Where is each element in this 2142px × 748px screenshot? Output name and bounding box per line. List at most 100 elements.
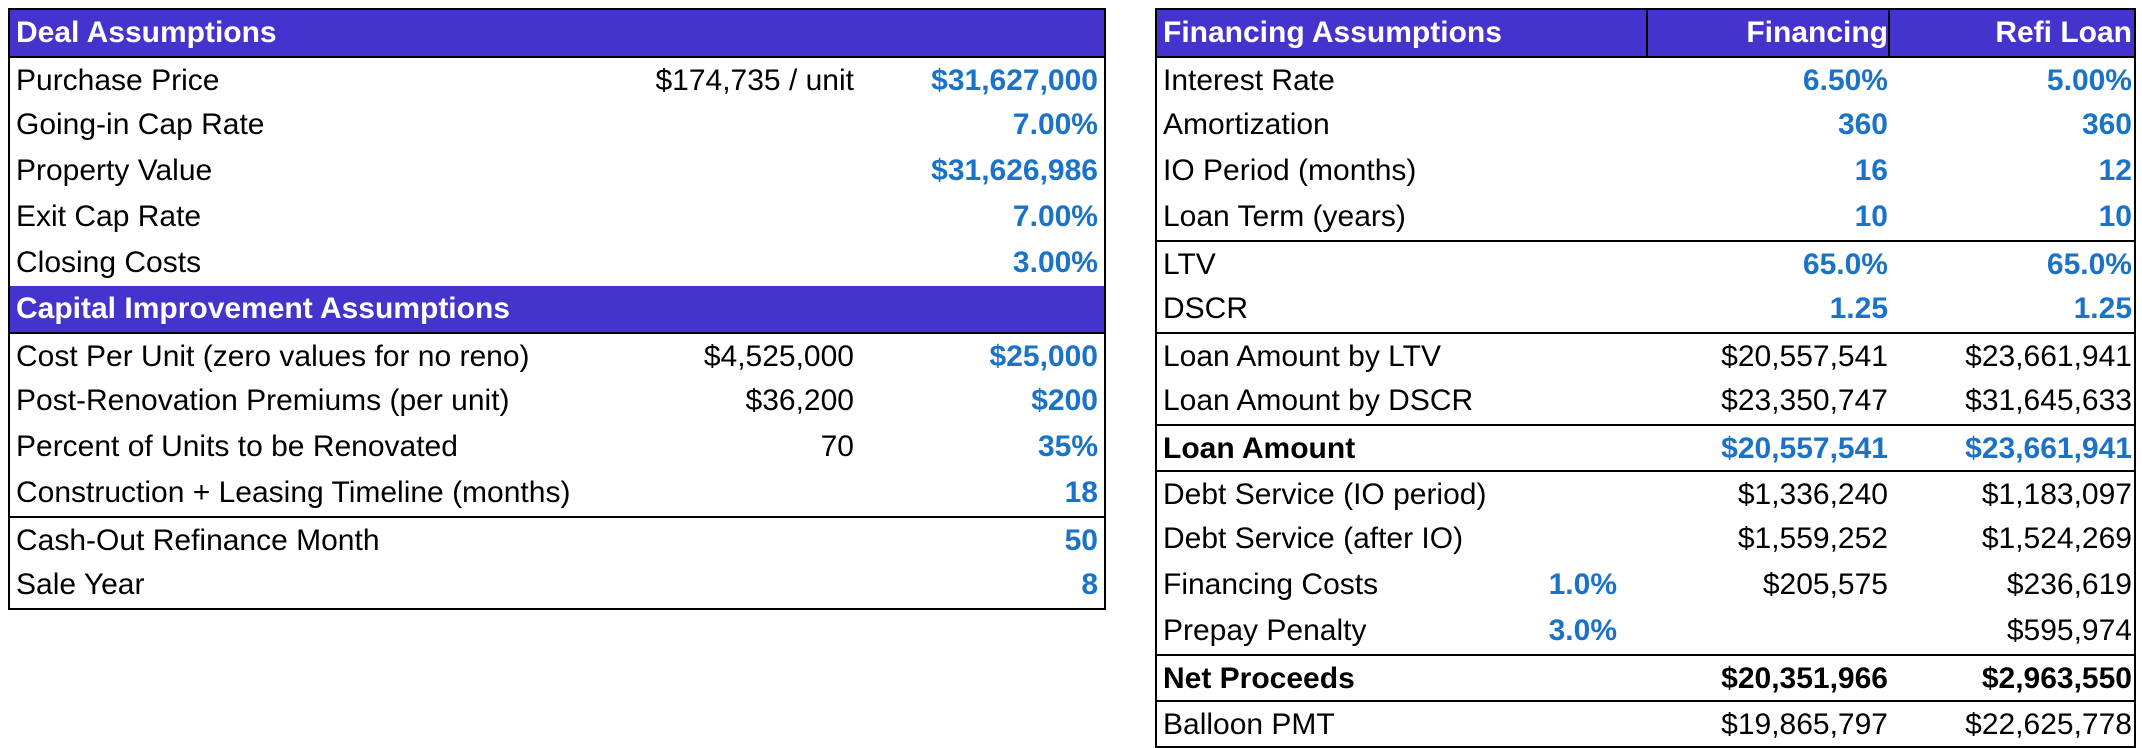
row-property-value: Property Value $31,626,986 bbox=[10, 148, 1104, 194]
financing-value[interactable]: 10 bbox=[1854, 200, 1888, 233]
input-value[interactable]: $25,000 bbox=[989, 340, 1098, 373]
refi-value: $236,619 bbox=[2006, 568, 2132, 601]
financing-value: $20,351,966 bbox=[1721, 662, 1888, 695]
input-value[interactable]: 8 bbox=[1081, 568, 1098, 601]
financing-value: $23,350,747 bbox=[1721, 384, 1888, 417]
row-loan-term: Loan Term (years) 10 10 bbox=[1157, 194, 2134, 240]
row-io-period: IO Period (months) 16 12 bbox=[1157, 148, 2134, 194]
label: Net Proceeds bbox=[1163, 662, 1355, 695]
input-value[interactable]: $200 bbox=[1031, 384, 1098, 417]
computed-value: $4,525,000 bbox=[703, 340, 854, 373]
financing-value: $1,559,252 bbox=[1737, 522, 1888, 555]
refi-value: $31,645,633 bbox=[1965, 384, 2132, 417]
row-prepay-penalty: Prepay Penalty 3.0% $595,974 bbox=[1157, 608, 2134, 654]
financing-value: $205,575 bbox=[1762, 568, 1888, 601]
input-value[interactable]: 7.00% bbox=[1012, 200, 1098, 233]
label: Financing Costs bbox=[1163, 568, 1379, 601]
financing-value: $1,336,240 bbox=[1737, 478, 1888, 511]
input-value[interactable]: $31,626,986 bbox=[931, 154, 1098, 187]
row-debt-service-io: Debt Service (IO period) $1,336,240 $1,1… bbox=[1157, 470, 2134, 516]
financing-value[interactable]: 6.50% bbox=[1802, 64, 1888, 97]
label: Debt Service (IO period) bbox=[1163, 478, 1487, 511]
row-ltv: LTV 65.0% 65.0% bbox=[1157, 240, 2134, 286]
financing-value[interactable]: $20,557,541 bbox=[1721, 432, 1888, 465]
row-exit-cap-rate: Exit Cap Rate 7.00% bbox=[10, 194, 1104, 240]
capex-assumptions-header: Capital Improvement Assumptions bbox=[10, 286, 1104, 332]
refi-value[interactable]: 12 bbox=[2098, 154, 2132, 187]
financing-assumptions-header: Financing Assumptions Financing Refi Loa… bbox=[1157, 10, 2134, 56]
column-header-refi-loan: Refi Loan bbox=[1995, 16, 2132, 49]
row-debt-service-after-io: Debt Service (after IO) $1,559,252 $1,52… bbox=[1157, 516, 2134, 562]
row-amortization: Amortization 360 360 bbox=[1157, 102, 2134, 148]
label: Balloon PMT bbox=[1163, 708, 1335, 741]
row-sale-year: Sale Year 8 bbox=[10, 562, 1104, 608]
row-loan-amount: Loan Amount $20,557,541 $23,661,941 bbox=[1157, 424, 2134, 470]
input-value[interactable]: 3.00% bbox=[1012, 246, 1098, 279]
financing-cost-pct[interactable]: 1.0% bbox=[1548, 568, 1617, 601]
refi-value: $2,963,550 bbox=[1981, 662, 2132, 695]
row-cost-per-unit: Cost Per Unit (zero values for no reno) … bbox=[10, 332, 1104, 378]
row-construction-timeline: Construction + Leasing Timeline (months)… bbox=[10, 470, 1104, 516]
label: Cost Per Unit (zero values for no reno) bbox=[16, 340, 530, 373]
label: Going-in Cap Rate bbox=[16, 108, 265, 141]
input-value[interactable]: 35% bbox=[1037, 430, 1098, 463]
label: Debt Service (after IO) bbox=[1163, 522, 1464, 555]
row-purchase-price: Purchase Price $174,735 / unit $31,627,0… bbox=[10, 56, 1104, 102]
input-value[interactable]: 7.00% bbox=[1012, 108, 1098, 141]
row-going-in-cap-rate: Going-in Cap Rate 7.00% bbox=[10, 102, 1104, 148]
label: Exit Cap Rate bbox=[16, 200, 202, 233]
label: Cash-Out Refinance Month bbox=[16, 524, 380, 557]
financing-value[interactable]: 360 bbox=[1837, 108, 1888, 141]
label: Loan Amount by DSCR bbox=[1163, 384, 1474, 417]
refi-value[interactable]: 65.0% bbox=[2046, 248, 2132, 281]
label: LTV bbox=[1163, 248, 1216, 281]
financing-assumptions-table: Financing Assumptions Financing Refi Loa… bbox=[1155, 8, 2136, 748]
row-percent-units-renovated: Percent of Units to be Renovated 70 35% bbox=[10, 424, 1104, 470]
financing-value bbox=[1647, 608, 1888, 654]
row-interest-rate: Interest Rate 6.50% 5.00% bbox=[1157, 56, 2134, 102]
label: Amortization bbox=[1163, 108, 1330, 141]
label: Loan Amount by LTV bbox=[1163, 340, 1441, 373]
financing-assumptions-title: Financing Assumptions bbox=[1163, 16, 1502, 49]
computed-value: $36,200 bbox=[745, 384, 854, 417]
label: Prepay Penalty bbox=[1163, 614, 1367, 647]
input-value[interactable]: 50 bbox=[1064, 524, 1098, 557]
label: Post-Renovation Premiums (per unit) bbox=[16, 384, 510, 417]
computed-value: 70 bbox=[820, 430, 854, 463]
capex-assumptions-title: Capital Improvement Assumptions bbox=[16, 292, 510, 325]
deal-assumptions-table: Deal Assumptions Purchase Price $174,735… bbox=[8, 8, 1106, 610]
row-dscr: DSCR 1.25 1.25 bbox=[1157, 286, 2134, 332]
row-balloon-pmt: Balloon PMT $19,865,797 $22,625,778 bbox=[1157, 700, 2134, 746]
label: DSCR bbox=[1163, 292, 1249, 325]
label: Closing Costs bbox=[16, 246, 202, 279]
refi-value[interactable]: 1.25 bbox=[2073, 292, 2132, 325]
financing-value[interactable]: 65.0% bbox=[1802, 248, 1888, 281]
refi-value[interactable]: 360 bbox=[2081, 108, 2132, 141]
refi-value: $23,661,941 bbox=[1965, 340, 2132, 373]
refi-value: $1,524,269 bbox=[1981, 522, 2132, 555]
label: IO Period (months) bbox=[1163, 154, 1417, 187]
row-loan-amount-by-ltv: Loan Amount by LTV $20,557,541 $23,661,9… bbox=[1157, 332, 2134, 378]
label: Loan Amount bbox=[1163, 432, 1356, 465]
deal-assumptions-title: Deal Assumptions bbox=[16, 16, 277, 49]
refi-value[interactable]: $23,661,941 bbox=[1965, 432, 2132, 465]
input-value[interactable]: 18 bbox=[1064, 476, 1098, 509]
financing-value: $20,557,541 bbox=[1721, 340, 1888, 373]
refi-value: $22,625,778 bbox=[1965, 708, 2132, 741]
label: Purchase Price bbox=[16, 64, 220, 97]
row-cash-out-refinance-month: Cash-Out Refinance Month 50 bbox=[10, 516, 1104, 562]
row-post-renovation-premiums: Post-Renovation Premiums (per unit) $36,… bbox=[10, 378, 1104, 424]
refi-value: $595,974 bbox=[2006, 614, 2132, 647]
label: Property Value bbox=[16, 154, 213, 187]
prepay-penalty-pct[interactable]: 3.0% bbox=[1548, 614, 1617, 647]
label: Percent of Units to be Renovated bbox=[16, 430, 458, 463]
refi-value: $1,183,097 bbox=[1981, 478, 2132, 511]
label: Loan Term (years) bbox=[1163, 200, 1406, 233]
refi-value[interactable]: 10 bbox=[2098, 200, 2132, 233]
label: Sale Year bbox=[16, 568, 145, 601]
refi-value[interactable]: 5.00% bbox=[2046, 64, 2132, 97]
per-unit-price: $174,735 / unit bbox=[655, 64, 854, 97]
input-value[interactable]: $31,627,000 bbox=[931, 64, 1098, 97]
financing-value[interactable]: 1.25 bbox=[1829, 292, 1888, 325]
financing-value[interactable]: 16 bbox=[1854, 154, 1888, 187]
